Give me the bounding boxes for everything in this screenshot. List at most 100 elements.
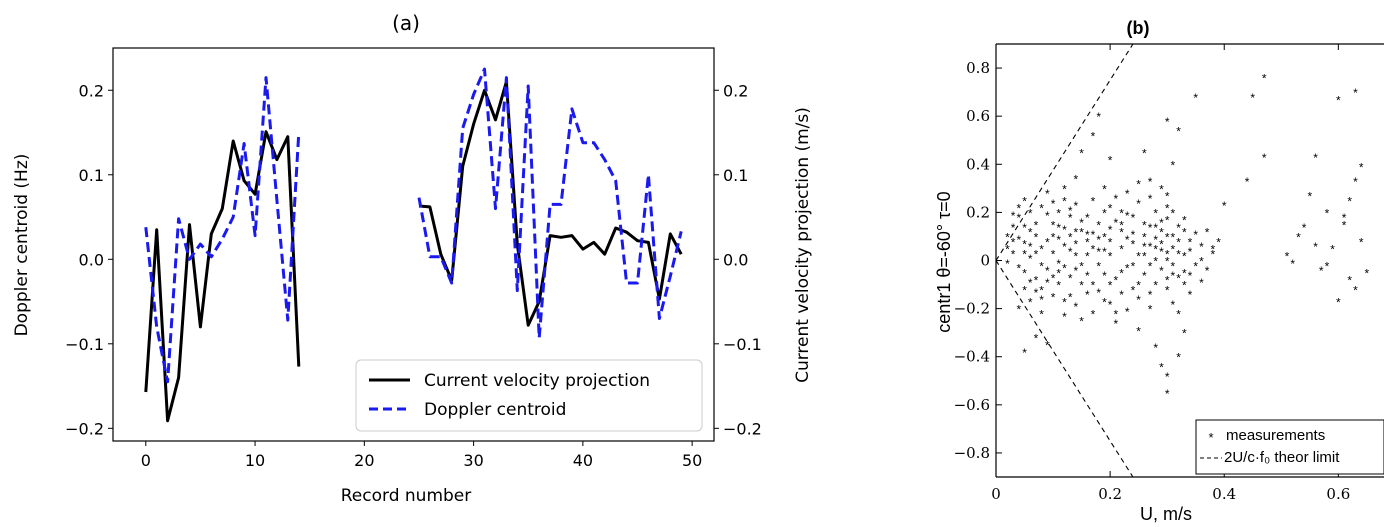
measurement-point: *	[1102, 230, 1107, 244]
x-tick-label-a: 20	[354, 451, 374, 470]
measurement-point: *	[1182, 279, 1187, 293]
x-tick-label-b: 0.6	[1326, 485, 1350, 503]
measurement-point: *	[1039, 293, 1044, 307]
measurement-point: *	[1011, 247, 1016, 261]
y-tick-label-left-a: 0.2	[79, 81, 104, 100]
y-tick-label-right-a: −0.1	[723, 335, 762, 354]
theor-limit-upper-line	[995, 43, 1134, 261]
measurement-point: *	[1108, 153, 1113, 167]
x-tick-label-a: 10	[245, 451, 265, 470]
measurement-point: *	[1142, 230, 1147, 244]
measurement-point: *	[1325, 206, 1330, 220]
y-axis-label-left-a: Doppler centroid (Hz)	[12, 154, 32, 337]
legend-marker-measurements: *	[1208, 430, 1213, 445]
measurement-point: *	[1159, 245, 1164, 259]
measurement-point: *	[1347, 194, 1352, 208]
measurement-point: *	[1028, 276, 1033, 290]
measurement-point: *	[1182, 267, 1187, 281]
measurement-point: *	[1085, 235, 1090, 249]
measurement-point: *	[1062, 182, 1067, 196]
y-axis-label-right-a: Current velocity projection (m/s)	[793, 107, 813, 383]
series-doppler-centroid-line-segment-2	[417, 67, 683, 340]
measurement-point: *	[1034, 331, 1039, 345]
y-tick-label-b: −0.8	[954, 444, 990, 462]
measurement-point: *	[1125, 305, 1130, 319]
measurement-point: *	[1056, 257, 1061, 271]
legend-label-doppler: Doppler centroid	[424, 400, 566, 420]
measurement-point: *	[1085, 211, 1090, 225]
measurement-point: *	[1085, 250, 1090, 264]
y-tick-label-b: −0.4	[954, 348, 990, 366]
measurement-point: *	[1016, 233, 1021, 247]
measurement-point: *	[1182, 226, 1187, 240]
measurement-point: *	[1125, 262, 1130, 276]
measurement-point: *	[1131, 283, 1136, 297]
measurement-point: *	[1079, 315, 1084, 329]
measurement-point: *	[1034, 218, 1039, 232]
x-tick-label-a: 30	[463, 451, 483, 470]
measurement-point: *	[1022, 283, 1027, 297]
y-tick-label-b: 0.4	[966, 155, 990, 173]
measurement-point: *	[1108, 298, 1113, 312]
measurement-point: *	[1108, 202, 1113, 216]
y-tick-label-b: 0.6	[966, 107, 990, 125]
measurement-point: *	[1125, 233, 1130, 247]
measurement-point: *	[1068, 271, 1073, 285]
measurement-point: *	[1022, 247, 1027, 261]
measurement-point: *	[1096, 110, 1101, 124]
legend-label-theor-limit: 2U/c·f₀ theor limit	[1224, 449, 1340, 466]
measurement-point: *	[1022, 267, 1027, 281]
measurement-point: *	[1205, 226, 1210, 240]
measurement-point: *	[1325, 259, 1330, 273]
measurement-point: *	[1165, 247, 1170, 261]
measurement-point: *	[1171, 269, 1176, 283]
y-tick-label-right-a: 0.0	[723, 250, 748, 269]
measurement-point: *	[1210, 242, 1215, 256]
measurement-point: *	[1119, 242, 1124, 256]
measurement-point: *	[1079, 216, 1084, 230]
measurement-point: *	[1353, 283, 1358, 297]
measurement-point: *	[1165, 274, 1170, 288]
measurement-point: *	[1022, 238, 1027, 252]
measurement-point: *	[1148, 240, 1153, 254]
measurement-point: *	[1182, 214, 1187, 228]
measurement-point: *	[1113, 216, 1118, 230]
measurement-point: *	[1096, 233, 1101, 247]
measurement-point: *	[1068, 245, 1073, 259]
measurement-point: *	[1005, 242, 1010, 256]
measurement-point: *	[1290, 257, 1295, 271]
measurement-point: *	[1102, 245, 1107, 259]
y-tick-label-right-a: 0.2	[723, 81, 748, 100]
measurement-point: *	[1096, 245, 1101, 259]
measurement-point: *	[1165, 115, 1170, 129]
measurement-point: *	[1119, 218, 1124, 232]
theor-limit-lower-line	[995, 260, 1134, 478]
measurement-point: *	[1153, 341, 1158, 355]
y-tick-label-right-a: −0.2	[723, 419, 762, 438]
measurement-point: *	[1148, 303, 1153, 317]
x-tick-label-b: 0.2	[1098, 485, 1122, 503]
series-current-velocity-line-segment-2	[418, 80, 683, 327]
measurement-point: *	[1176, 235, 1181, 249]
measurement-point: *	[1136, 250, 1141, 264]
measurement-point: *	[1091, 242, 1096, 256]
measurement-point: *	[1085, 288, 1090, 302]
measurement-point: *	[1011, 235, 1016, 249]
measurement-point: *	[1005, 257, 1010, 271]
panel-b: (b) 0 0.2 0.4 0.6 0.8 0.6 0.4 0.2 0 −0.2 −0.4 −0.6 −…	[934, 18, 1384, 524]
measurement-point: *	[1131, 238, 1136, 252]
measurement-point: *	[1074, 173, 1079, 187]
measurement-point: *	[1022, 194, 1027, 208]
measurement-point: *	[1102, 269, 1107, 283]
measurement-point: *	[1028, 206, 1033, 220]
measurement-point: *	[1171, 242, 1176, 256]
measurement-point: *	[1045, 339, 1050, 353]
measurement-point: *	[1051, 271, 1056, 285]
measurement-point: *	[1222, 199, 1227, 213]
measurement-point: *	[1159, 238, 1164, 252]
measurement-point: *	[1034, 286, 1039, 300]
measurement-point: *	[1296, 230, 1301, 244]
measurement-point: *	[1159, 216, 1164, 230]
measurement-point: *	[1365, 267, 1370, 281]
